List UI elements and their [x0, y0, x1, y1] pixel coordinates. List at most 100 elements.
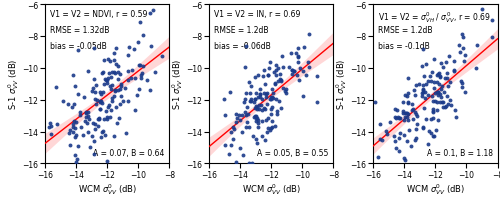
Point [258, 135, 266, 138]
Point [272, 64, 280, 67]
Point [409, 108, 417, 111]
Point [248, 161, 256, 165]
Point [394, 108, 402, 112]
Point [448, 104, 456, 107]
Point [124, 70, 132, 73]
Point [280, 90, 288, 94]
Point [441, 106, 449, 109]
Point [432, 129, 440, 132]
Point [272, 74, 280, 77]
Point [460, 47, 468, 50]
Point [434, 94, 442, 97]
Point [264, 116, 272, 120]
Point [272, 69, 280, 72]
Point [90, 153, 98, 156]
Point [98, 136, 106, 139]
Point [436, 100, 444, 104]
Point [130, 49, 138, 52]
Point [103, 118, 111, 121]
Point [249, 135, 257, 138]
Point [260, 107, 268, 110]
Text: V1 = V2 = NDVI, r = 0.59: V1 = V2 = NDVI, r = 0.59 [50, 10, 148, 19]
Point [274, 109, 281, 113]
Point [89, 122, 97, 125]
Point [378, 139, 386, 142]
Point [236, 147, 244, 150]
Point [428, 95, 436, 98]
Point [104, 58, 112, 61]
Point [76, 126, 84, 129]
Point [288, 69, 296, 72]
Point [248, 98, 256, 101]
Point [306, 33, 314, 36]
Point [246, 99, 254, 103]
Point [279, 66, 287, 69]
Point [244, 162, 252, 165]
Point [404, 113, 412, 116]
Point [136, 21, 144, 24]
Point [243, 121, 251, 124]
Point [104, 77, 112, 81]
Point [247, 85, 255, 88]
Point [456, 51, 464, 55]
Point [400, 156, 408, 160]
Point [272, 81, 280, 85]
Point [392, 116, 400, 119]
Point [443, 72, 451, 75]
Point [258, 109, 266, 112]
Point [277, 79, 285, 82]
Point [386, 120, 394, 124]
Point [79, 134, 87, 137]
Point [254, 74, 262, 77]
Point [253, 142, 261, 145]
Point [116, 85, 124, 88]
Point [268, 96, 276, 99]
Text: A = 0.07, B = 0.64: A = 0.07, B = 0.64 [93, 148, 164, 157]
Point [95, 117, 103, 120]
Point [254, 117, 262, 120]
Point [84, 131, 92, 134]
Point [282, 92, 290, 95]
Point [251, 107, 259, 110]
Point [232, 113, 239, 116]
Point [267, 107, 275, 111]
Point [436, 62, 444, 65]
Point [136, 64, 144, 67]
Point [272, 83, 280, 86]
Point [134, 88, 142, 92]
Point [225, 153, 233, 156]
Point [221, 113, 229, 117]
Point [254, 103, 262, 107]
Point [299, 70, 307, 73]
Point [131, 77, 139, 80]
Point [92, 98, 100, 101]
Point [229, 138, 237, 141]
Point [70, 120, 78, 123]
Point [488, 36, 496, 40]
Point [48, 133, 56, 136]
Point [233, 116, 241, 120]
Point [252, 105, 260, 108]
Point [108, 100, 116, 103]
Point [410, 89, 418, 92]
Point [418, 92, 426, 95]
Point [76, 111, 84, 114]
Point [132, 94, 140, 97]
Point [252, 115, 260, 118]
Point [418, 95, 426, 98]
Point [234, 114, 242, 117]
Point [74, 93, 82, 96]
Point [294, 56, 302, 59]
Text: A = 0.1, B = 1.18: A = 0.1, B = 1.18 [426, 148, 492, 157]
Point [46, 122, 54, 125]
Point [86, 146, 94, 149]
Point [250, 115, 258, 119]
Point [138, 34, 146, 37]
Point [114, 65, 122, 69]
Point [114, 78, 122, 82]
Point [158, 55, 166, 59]
Point [258, 75, 266, 78]
Point [269, 92, 277, 95]
Point [137, 77, 145, 80]
Point [96, 101, 104, 105]
